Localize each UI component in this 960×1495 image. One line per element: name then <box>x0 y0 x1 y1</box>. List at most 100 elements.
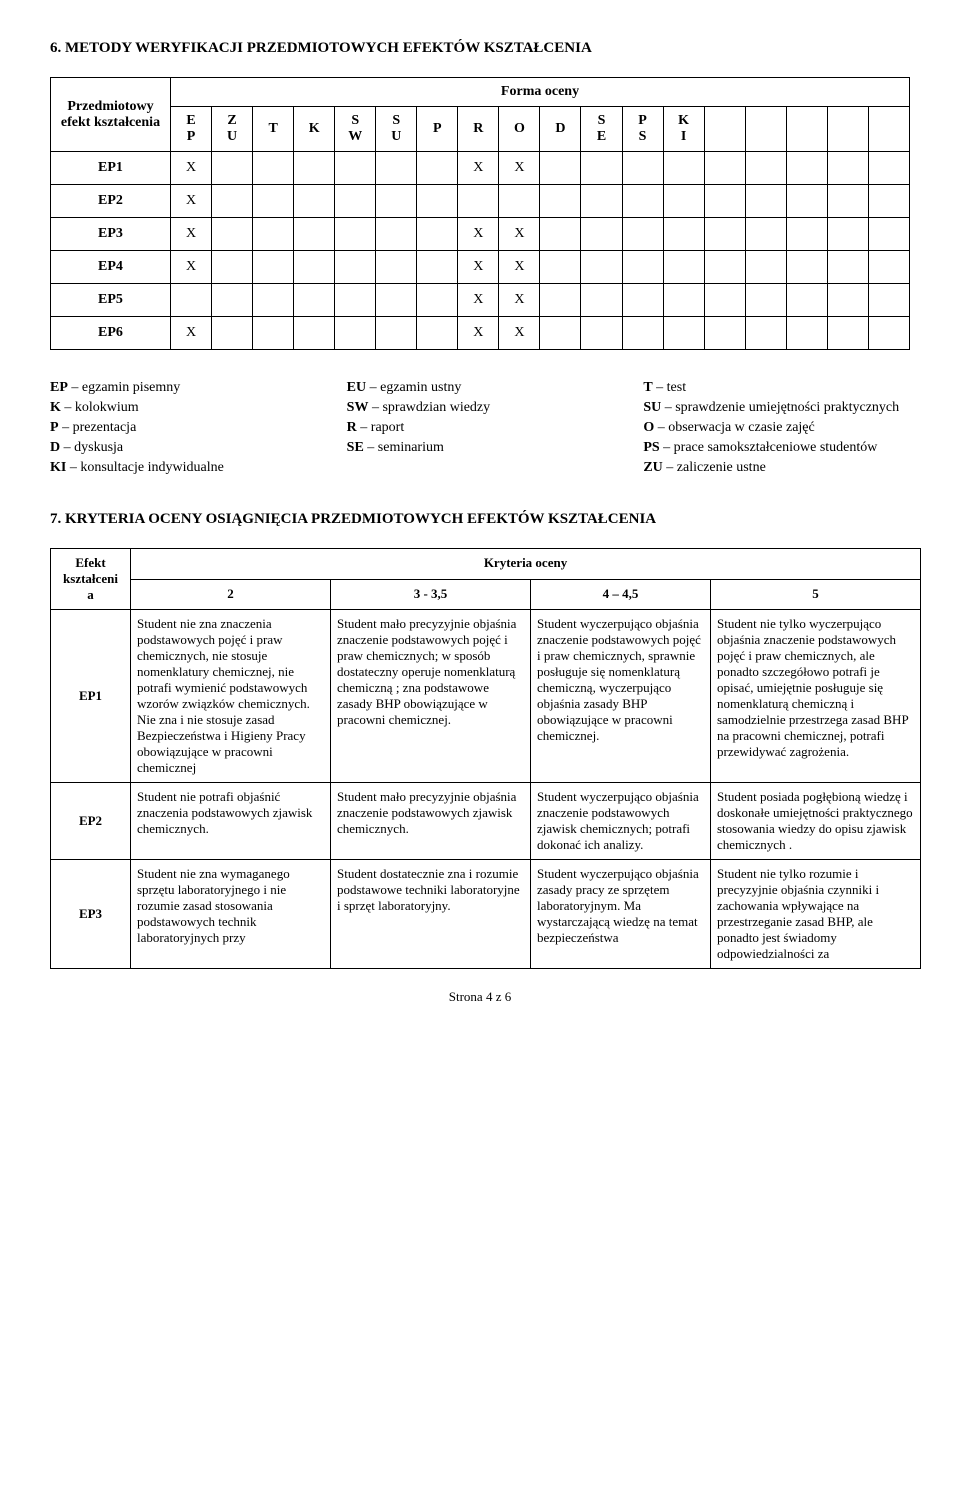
verify-cell <box>745 251 786 284</box>
verify-cell <box>540 185 581 218</box>
verify-cell <box>253 284 294 317</box>
efekt-head: Efekt kształceni a <box>51 549 131 610</box>
verify-col-head <box>827 107 868 152</box>
verify-cell <box>704 251 745 284</box>
verify-cell <box>786 218 827 251</box>
verify-cell <box>417 152 458 185</box>
criteria-cell: Student nie zna wymaganego sprzętu labor… <box>131 860 331 969</box>
verify-cell <box>663 284 704 317</box>
verify-cell <box>704 284 745 317</box>
verify-cell <box>417 218 458 251</box>
verify-cell <box>417 284 458 317</box>
verify-cell <box>540 284 581 317</box>
verify-row-label: EP4 <box>51 251 171 284</box>
verify-cell <box>212 152 253 185</box>
verify-cell <box>581 218 622 251</box>
legend-item: SW – sprawdzian wiedzy <box>347 400 614 416</box>
verify-rowhead-l2: efekt kształcenia <box>61 115 160 130</box>
criteria-row-label: EP1 <box>51 610 131 783</box>
criteria-cell: Student dostatecznie zna i rozumie podst… <box>331 860 531 969</box>
verify-cell <box>581 284 622 317</box>
verify-cell <box>294 218 335 251</box>
verify-cell: X <box>499 218 540 251</box>
verify-cell <box>499 185 540 218</box>
verify-cell <box>253 317 294 350</box>
verify-cell <box>745 185 786 218</box>
verify-cell <box>540 218 581 251</box>
verify-cell <box>540 152 581 185</box>
criteria-cell: Student nie potrafi objaśnić znaczenia p… <box>131 783 331 860</box>
verify-cell <box>335 284 376 317</box>
verify-cell <box>704 218 745 251</box>
section7-title: 7. KRYTERIA OCENY OSIĄGNIĘCIA PRZEDMIOTO… <box>50 511 910 528</box>
verify-cell <box>417 185 458 218</box>
verify-cell <box>868 152 909 185</box>
verify-cell <box>376 284 417 317</box>
verify-col-head: SU <box>376 107 417 152</box>
verify-cell <box>745 317 786 350</box>
verify-cell <box>786 284 827 317</box>
verify-cell: X <box>499 251 540 284</box>
legend-item: T – test <box>643 380 910 396</box>
section6-title: 6. METODY WERYFIKACJI PRZEDMIOTOWYCH EFE… <box>50 40 910 57</box>
verify-cell <box>786 317 827 350</box>
verify-cell <box>376 152 417 185</box>
verify-cell <box>622 251 663 284</box>
verify-cell <box>704 152 745 185</box>
verify-col-head: P <box>417 107 458 152</box>
verify-col-head <box>868 107 909 152</box>
verify-cell <box>581 152 622 185</box>
criteria-col-label: 3 - 3,5 <box>331 579 531 610</box>
verify-cell <box>827 185 868 218</box>
legend-item: PS – prace samokształceniowe studentów <box>643 440 910 456</box>
verify-col-head: SE <box>581 107 622 152</box>
verify-cell <box>827 251 868 284</box>
verify-cell <box>786 251 827 284</box>
verify-cell: X <box>458 152 499 185</box>
criteria-head: Kryteria oceny <box>131 549 921 580</box>
verify-row-label: EP6 <box>51 317 171 350</box>
verify-cell <box>622 218 663 251</box>
verify-col-head: PS <box>622 107 663 152</box>
verify-cell <box>581 317 622 350</box>
verify-rowhead-l1: Przedmiotowy <box>67 99 153 114</box>
verify-cell <box>704 185 745 218</box>
verify-cell <box>376 251 417 284</box>
verify-cell: X <box>499 284 540 317</box>
legend-item: O – obserwacja w czasie zajęć <box>643 420 910 436</box>
verify-col-head: K <box>294 107 335 152</box>
verify-cell <box>294 185 335 218</box>
verify-col-head: KI <box>663 107 704 152</box>
verify-rowhead: Przedmiotowy efekt kształcenia <box>51 78 171 152</box>
verify-cell <box>294 152 335 185</box>
verify-cell <box>581 251 622 284</box>
verify-cell <box>212 218 253 251</box>
criteria-cell: Student wyczerpująco objaśnia znaczenie … <box>531 610 711 783</box>
verify-cell <box>294 317 335 350</box>
verify-cell <box>663 251 704 284</box>
verify-cell <box>868 317 909 350</box>
verify-cell <box>171 284 212 317</box>
verify-cell <box>335 251 376 284</box>
verify-row-label: EP2 <box>51 185 171 218</box>
verify-cell: X <box>171 152 212 185</box>
verify-cell <box>663 185 704 218</box>
criteria-table: Efekt kształceni a Kryteria oceny 23 - 3… <box>50 548 921 969</box>
verify-cell: X <box>499 317 540 350</box>
verify-cell: X <box>171 251 212 284</box>
verify-cell <box>745 218 786 251</box>
criteria-cell: Student posiada pogłębioną wiedzę i dosk… <box>711 783 921 860</box>
verify-cell <box>376 218 417 251</box>
verify-cell <box>663 152 704 185</box>
criteria-col-label: 2 <box>131 579 331 610</box>
criteria-cell: Student mało precyzyjnie objaśnia znacze… <box>331 783 531 860</box>
efekt-head-l2: kształceni <box>63 571 118 586</box>
verify-cell <box>827 317 868 350</box>
verify-cell <box>581 185 622 218</box>
verify-cell <box>376 185 417 218</box>
verify-cell <box>212 284 253 317</box>
legend-item: R – raport <box>347 420 614 436</box>
verify-cell: X <box>458 317 499 350</box>
verify-row-label: EP1 <box>51 152 171 185</box>
legend-item: SE – seminarium <box>347 440 614 456</box>
